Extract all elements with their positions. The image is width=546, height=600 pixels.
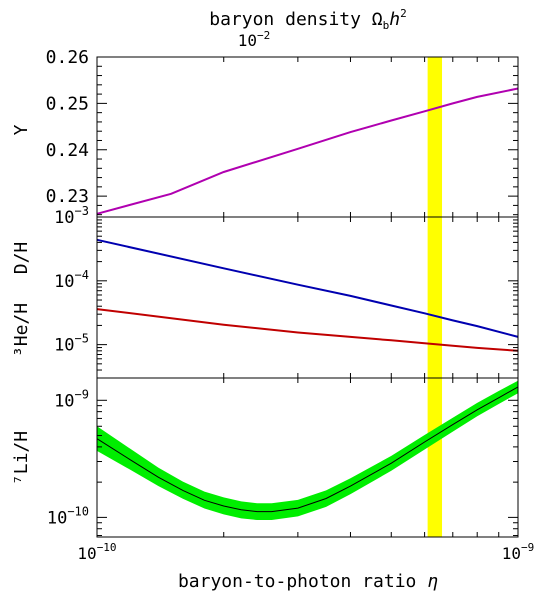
top-axis-label: baryon density Ωbh2 [209,7,406,32]
y-tick-label-Y: 0.24 [46,140,89,161]
y-label-He3H: ³He/H [11,303,32,357]
y-label-DH: D/H [11,242,32,275]
y-tick-label-DH: 10−3 [54,204,89,228]
panel-frame-Y [96,56,519,218]
curve-DH-1 [96,308,519,352]
y-tick-label-Y: 0.25 [46,93,89,114]
curve-DH-0 [96,238,519,338]
x-axis-label: baryon-to-photon ratio η [178,571,438,592]
label-layer: 0.23 0.24 0.25 0.26 10−3 10−4 10−5 10−9 10−10 Y D/… [11,7,534,592]
highlight-band-layer [427,57,443,537]
frame-layer [96,56,519,538]
y-tick-label-DH: 10−4 [54,268,89,292]
x-tick-label: 10−9 [502,541,535,563]
x-tick-label: 10−10 [77,541,116,563]
y-tick-label-Li: 10−9 [54,387,89,411]
panel-frame-Li [96,377,519,538]
curves-layer [96,87,519,520]
y-tick-label-Y: 0.26 [46,47,89,68]
y-tick-label-DH: 10−5 [54,332,89,356]
top-axis-tick-label: 10−2 [238,29,271,50]
y-tick-label-Y: 0.23 [46,186,89,207]
curve-Y-0 [96,87,519,215]
highlight-band [427,57,443,537]
y-label-Y: Y [11,124,32,135]
uncertainty-band-Li [97,380,518,520]
y-label-Li7H: ⁷Li/H [11,431,32,485]
curve-Li-0 [96,386,519,513]
panel-frame-DH [96,216,519,379]
tick-layer [96,56,519,537]
y-tick-label-Li: 10−10 [47,504,89,528]
